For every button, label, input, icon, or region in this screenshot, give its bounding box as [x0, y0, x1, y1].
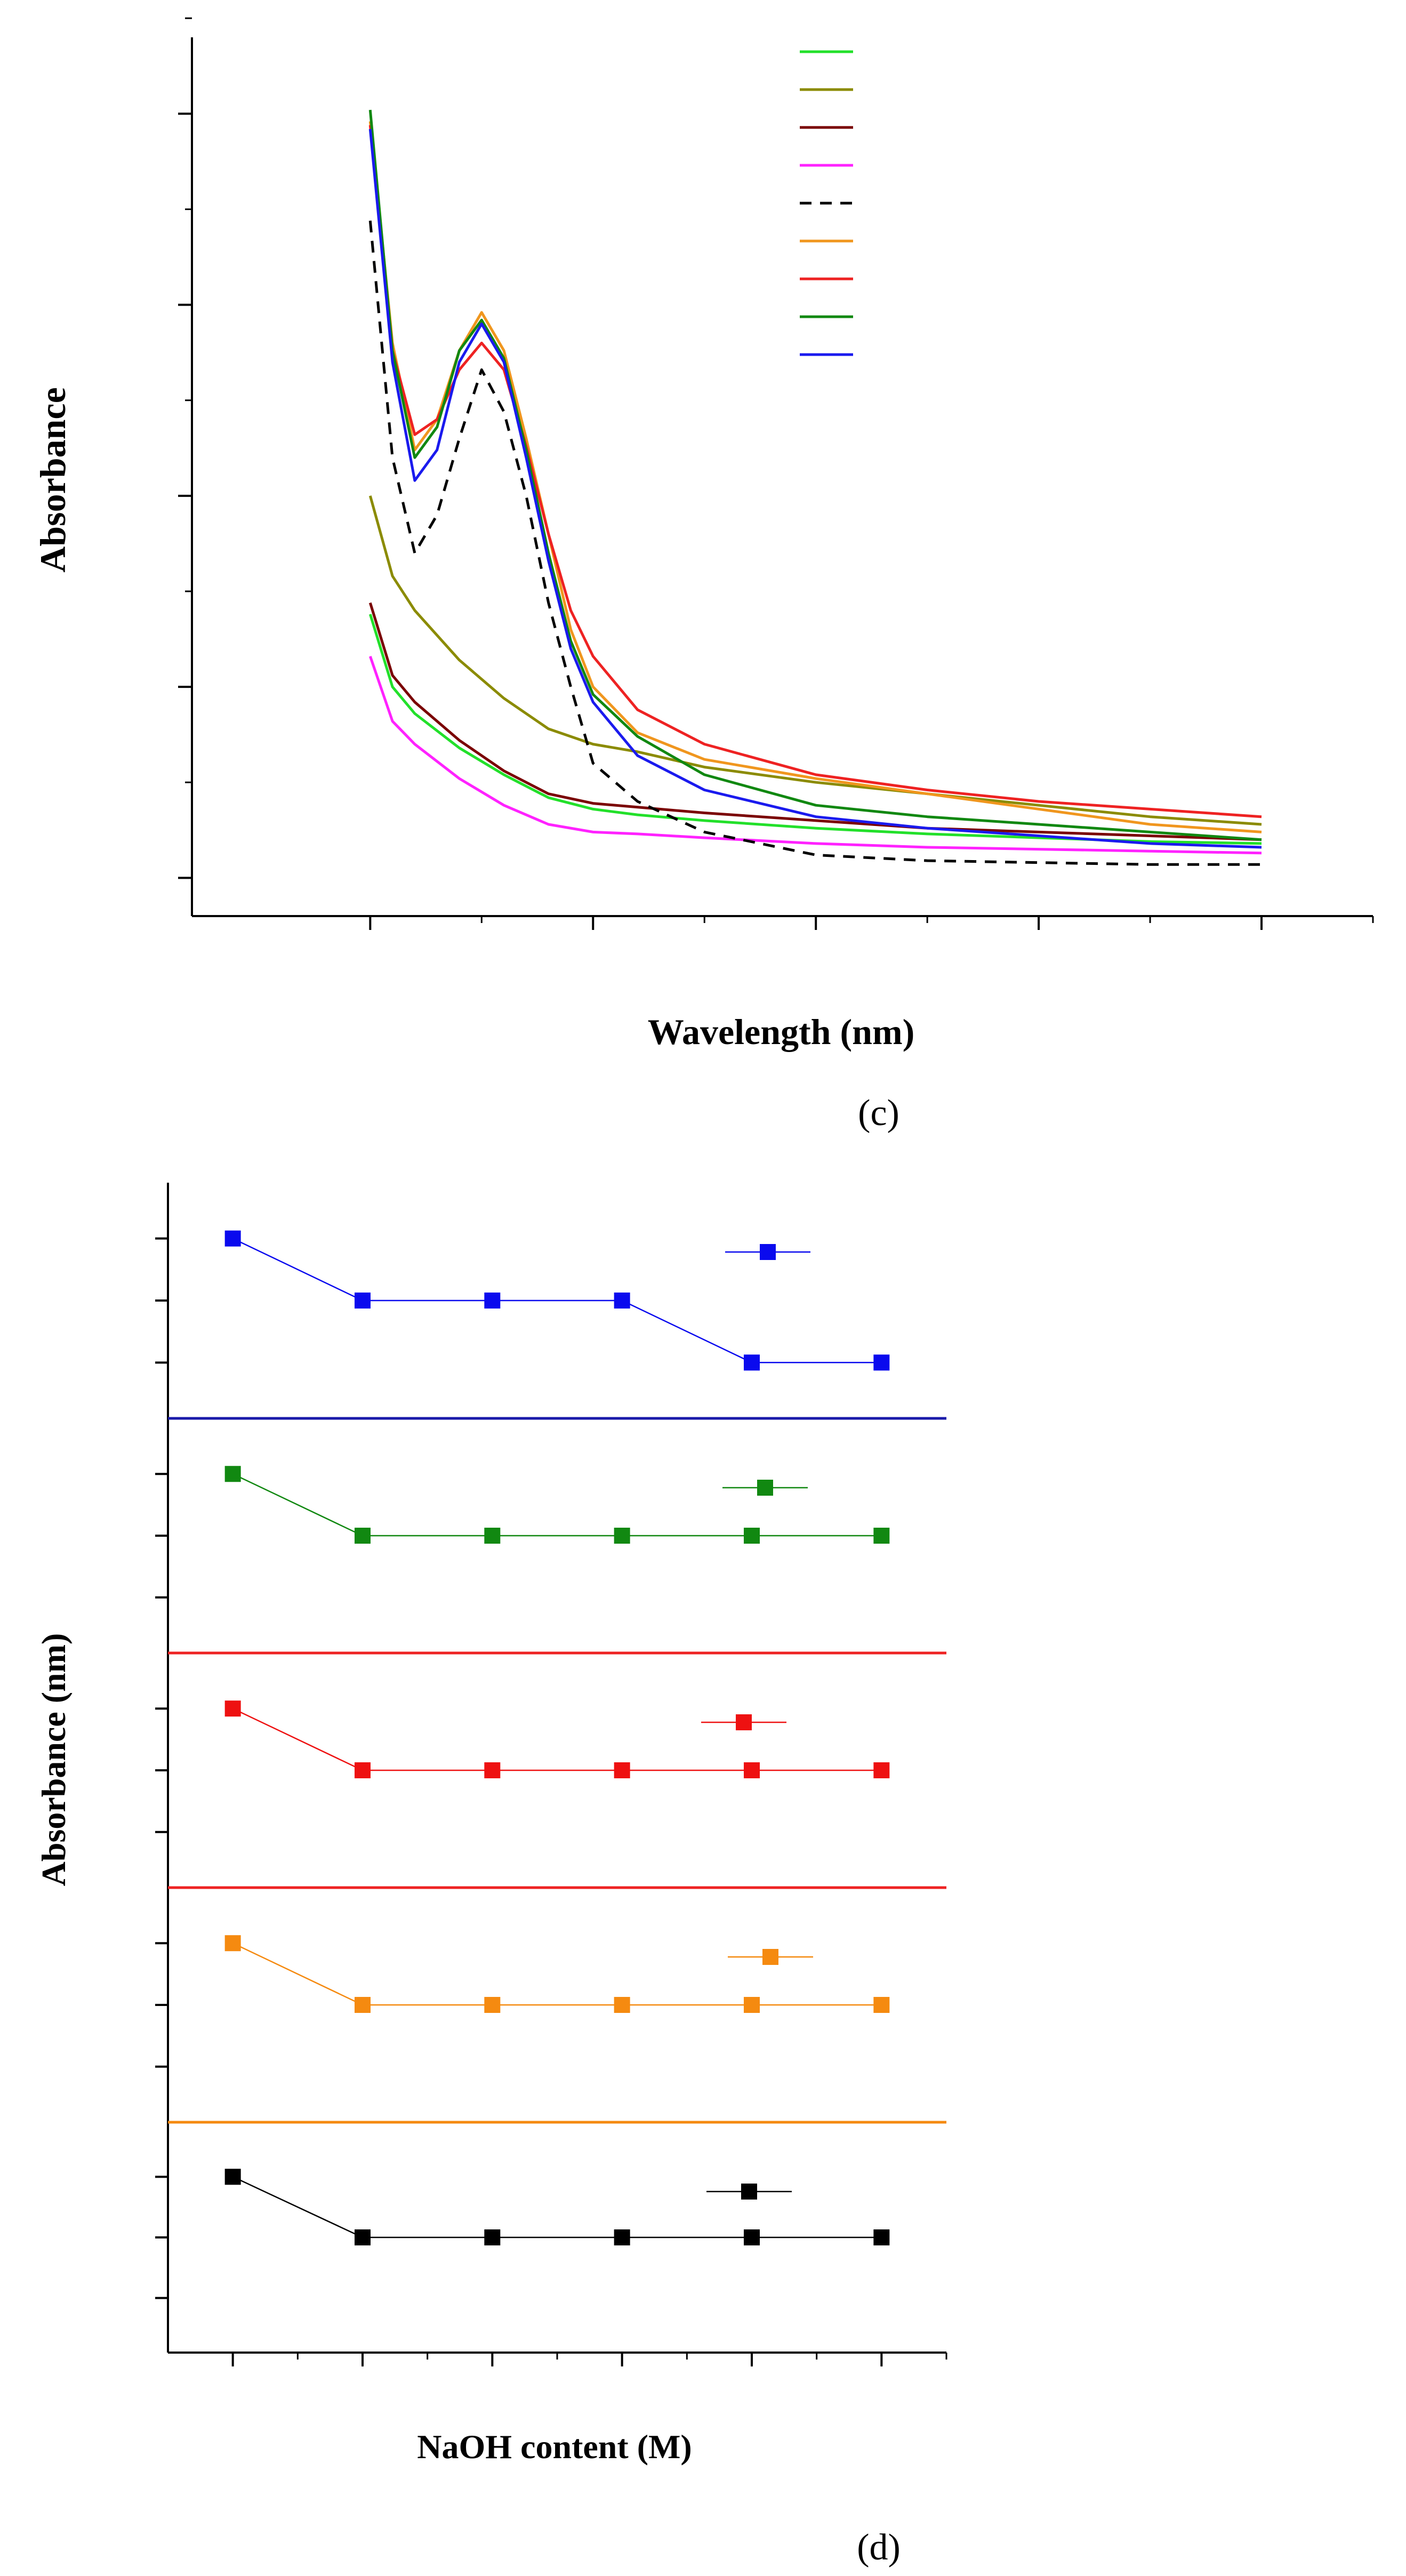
panel-d-point-glp — [744, 1528, 760, 1544]
panel-c-series — [368, 109, 1262, 866]
panel-d-series-line-glp-v — [232, 2176, 882, 2238]
panel-d-point-glp-hv — [614, 1762, 630, 1778]
panel-d-point-congo-red — [484, 1293, 501, 1309]
panel-c-chart: Wavelength (nm) Absorbance (c) — [33, 17, 1374, 1134]
panel-d-point-glp-v — [224, 2169, 241, 2185]
panel-d-point-glp-v — [614, 2229, 630, 2245]
panel-d-legend-swatch-marker — [741, 2184, 757, 2200]
panel-d-series-line-glp-hv — [232, 1708, 882, 1771]
panel-d-point-glp-hv — [873, 1762, 890, 1778]
panel-d-point-glp-v — [873, 2229, 890, 2245]
panel-d-point-congo-red — [614, 1293, 630, 1309]
panel-c-series-line-glp-blank — [368, 614, 1262, 845]
panel-d-point-glp-v — [484, 2229, 501, 2245]
panel-d-series-line-glp — [232, 1473, 882, 1537]
panel-c-series-line-glp-v-blank — [368, 655, 1262, 855]
panel-d-point-congo-red — [224, 1230, 241, 1247]
panel-d-point-glp — [484, 1528, 501, 1544]
panel-c-series-line-glp-hv — [368, 125, 1262, 818]
panel-d-series-line-congo-red — [232, 1238, 882, 1363]
panel-d-point-glp-h — [484, 1997, 501, 2013]
panel-d-series — [168, 1230, 946, 2245]
panel-c-series-line-glp-hv-blank — [368, 495, 1262, 826]
panel-d-legend-swatch-marker — [760, 1244, 776, 1260]
panel-d-point-glp-h — [744, 1997, 760, 2013]
panel-d-point-glp-h — [355, 1997, 371, 2013]
panel-d-point-glp — [614, 1528, 630, 1544]
panel-c-series-line-i-ki — [368, 220, 1262, 866]
panel-d-point-glp — [355, 1528, 371, 1544]
panel-d-point-glp — [873, 1528, 890, 1544]
panel-d-point-glp-h — [224, 1935, 241, 1952]
panel-d-label: (d) — [857, 2527, 901, 2568]
panel-d-series-line-glp-h — [232, 1943, 882, 2006]
panel-c-series-line-glp-v — [368, 129, 1262, 849]
panel-d-point-glp-hv — [484, 1762, 501, 1778]
panel-d-point-glp — [224, 1466, 241, 1482]
panel-d-chart: NaOH content (M) Absorbance (nm) (d) — [35, 1183, 947, 2568]
panel-d-point-congo-red — [744, 1354, 760, 1371]
panel-d-x-axis-title: NaOH content (M) — [417, 2428, 692, 2466]
panel-c-axes — [178, 17, 1374, 930]
panel-c-series-line-glp — [368, 121, 1262, 833]
panel-d-point-glp-hv — [224, 1700, 241, 1717]
panel-c-legend — [800, 50, 853, 356]
panel-c-label: (c) — [858, 1093, 899, 1134]
panel-d-legend-swatch-marker — [762, 1949, 778, 1965]
panel-c-x-axis-title: Wavelength (nm) — [648, 1012, 915, 1052]
panel-d-point-glp-v — [355, 2229, 371, 2245]
panel-d-point-glp-hv — [744, 1762, 760, 1778]
panel-d-point-congo-red — [873, 1354, 890, 1371]
panel-c-series-line-glp-h — [368, 109, 1262, 841]
panel-d-legend-swatch-marker — [736, 1714, 752, 1730]
panel-d-point-glp-v — [744, 2229, 760, 2245]
panel-c-y-axis-title: Absorbance — [33, 387, 73, 573]
panel-c-series-line-glp-h-blank — [368, 602, 1262, 841]
panel-d-point-glp-hv — [355, 1762, 371, 1778]
panel-d-axes — [155, 1183, 947, 2366]
panel-d-point-congo-red — [355, 1293, 371, 1309]
panel-d-point-glp-h — [873, 1997, 890, 2013]
panel-d-point-glp-h — [614, 1997, 630, 2013]
panel-d-y-axis-title: Absorbance (nm) — [35, 1633, 73, 1887]
panel-d-legend-swatch-marker — [757, 1480, 773, 1496]
